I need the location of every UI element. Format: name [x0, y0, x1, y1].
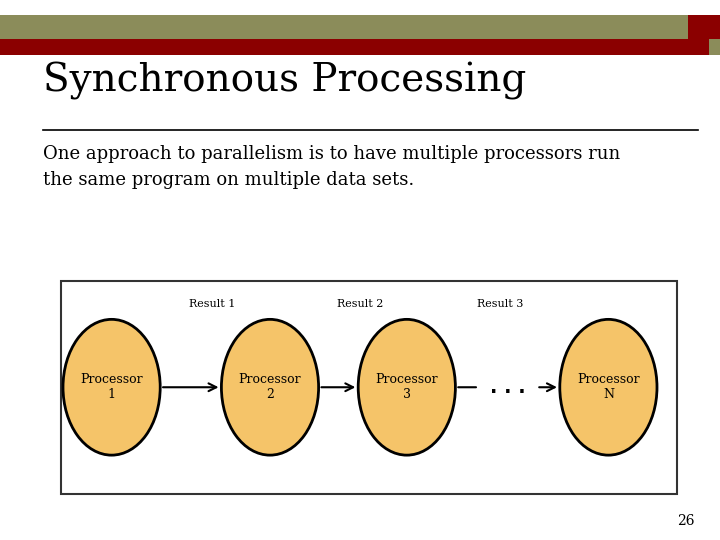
Text: One approach to parallelism is to have multiple processors run
the same program : One approach to parallelism is to have m… — [43, 145, 621, 189]
Text: Processor
N: Processor N — [577, 373, 639, 401]
Text: Result 1: Result 1 — [189, 299, 235, 309]
Text: Synchronous Processing: Synchronous Processing — [43, 62, 526, 100]
Ellipse shape — [358, 319, 456, 455]
FancyBboxPatch shape — [61, 281, 677, 494]
Text: Processor
1: Processor 1 — [81, 373, 143, 401]
Ellipse shape — [63, 319, 160, 455]
Text: . . .: . . . — [490, 378, 526, 397]
Text: Result 2: Result 2 — [337, 299, 383, 309]
Text: Processor
3: Processor 3 — [376, 373, 438, 401]
Ellipse shape — [222, 319, 319, 455]
Ellipse shape — [560, 319, 657, 455]
Text: Processor
2: Processor 2 — [239, 373, 301, 401]
Text: 26: 26 — [678, 514, 695, 528]
Text: Result 3: Result 3 — [477, 299, 523, 309]
